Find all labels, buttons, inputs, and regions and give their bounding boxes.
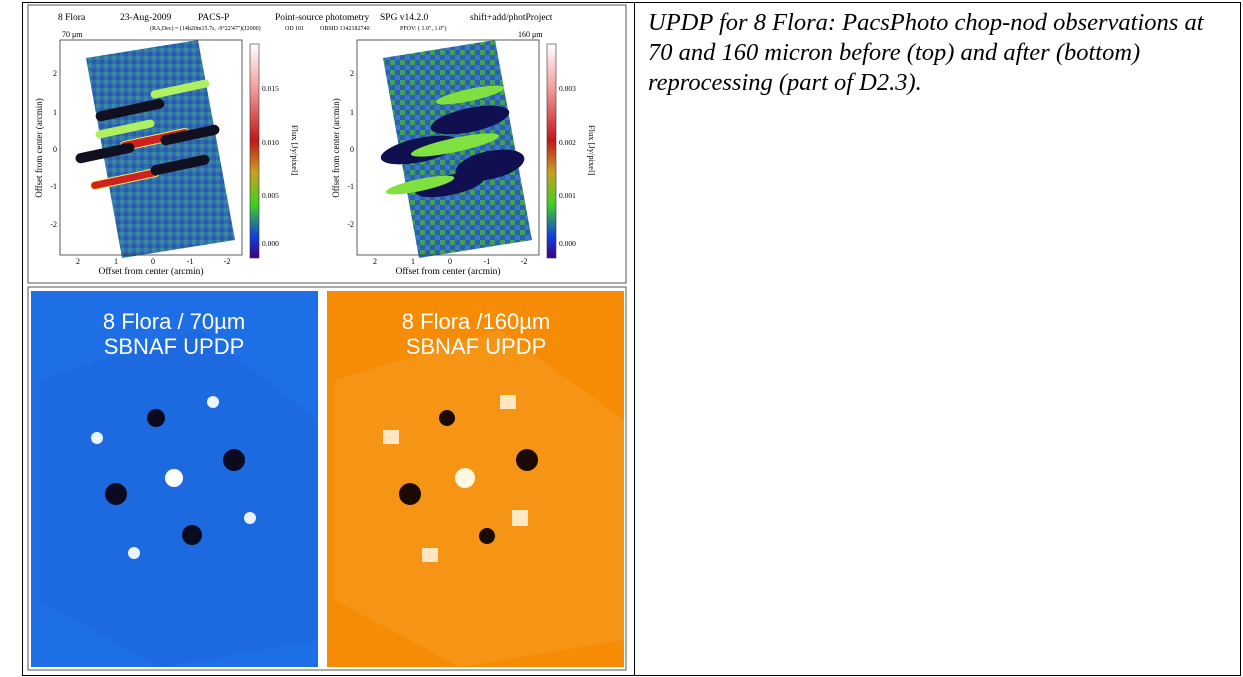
page: {"figure": { "top_panel": { "header": ["…	[0, 0, 1243, 677]
colorbar	[547, 44, 556, 258]
colorbar-tick-label: 0.015	[262, 84, 279, 93]
y-tick-label: -2	[50, 220, 57, 229]
colorbar-tick-label: 0.001	[559, 191, 576, 200]
colorbar-tick-label: 0.010	[262, 138, 279, 147]
y-tick-label: 2	[350, 69, 354, 78]
y-tick-label: 0	[350, 145, 354, 154]
colorbar-tick-label: 0.002	[559, 138, 576, 147]
y-axis-label: Offset from center (arcmin)	[331, 98, 341, 198]
y-axis-label: Offset from center (arcmin)	[34, 98, 44, 198]
colorbar-label: Flux [Jy/pixel]	[587, 125, 597, 175]
colorbar-tick-label: 0.003	[559, 84, 576, 93]
y-tick-label: -1	[347, 182, 354, 191]
colorbar-tick-label: 0.005	[262, 191, 279, 200]
image-title: 8 Flora /160µm	[402, 309, 550, 334]
x-tick-label: 0	[448, 257, 452, 266]
y-tick-label: -1	[50, 182, 57, 191]
y-tick-label: 1	[53, 108, 57, 117]
plot-subheader: OBSID 1342182740	[320, 26, 370, 32]
x-tick-label: 2	[76, 257, 80, 266]
plot-header: SPG v14.2.0	[380, 13, 429, 23]
x-tick-label: 2	[373, 257, 377, 266]
image-title: 8 Flora / 70µm	[103, 309, 245, 334]
x-tick-label: -2	[521, 257, 528, 266]
figure: 8 Flora 23-Aug-2009 PACS-P Point-source pho…	[0, 0, 634, 677]
x-tick-label: 0	[151, 257, 155, 266]
x-tick-label: -1	[187, 257, 194, 266]
caption: UPDP for 8 Flora: PacsPhoto chop-nod obs…	[648, 8, 1228, 98]
y-tick-label: 0	[53, 145, 57, 154]
cell-divider	[634, 2, 635, 676]
colorbar-label: Flux [Jy/pixel]	[290, 125, 300, 175]
x-tick-label: -2	[224, 257, 231, 266]
y-tick-label: 1	[350, 108, 354, 117]
plot-header: 23-Aug-2009	[120, 13, 171, 23]
image-subtitle: SBNAF UPDP	[406, 334, 547, 359]
image-subtitle: SBNAF UPDP	[104, 334, 245, 359]
plot-header: shift+add/photProject	[470, 12, 553, 23]
colorbar-tick-label: 0.000	[559, 239, 576, 248]
y-tick-label: 2	[53, 69, 57, 78]
document: 8 Flora 23-Aug-2009 PACS-P Point-source pho…	[0, 0, 1243, 677]
plot-header: Point-source photometry	[275, 13, 369, 23]
plot-header: PACS-P	[198, 13, 229, 23]
y-tick-label: -2	[347, 220, 354, 229]
colorbar	[250, 44, 259, 258]
plot-subheader: PFOV: ( 1.0", 1.0")	[400, 25, 446, 32]
x-tick-label: -1	[484, 257, 491, 266]
x-tick-label: 1	[114, 257, 118, 266]
plot-subheader: (RA,Dec) = (14h20m15.7s, -9°22'47")(J200…	[150, 25, 261, 32]
x-axis-label: Offset from center (arcmin)	[98, 266, 203, 277]
plot-header: 8 Flora	[58, 13, 86, 23]
band-label: 70 μm	[62, 30, 83, 39]
x-axis-label: Offset from center (arcmin)	[395, 266, 500, 277]
band-label: 160 μm	[518, 30, 543, 39]
colorbar-tick-label: 0.000	[262, 239, 279, 248]
x-tick-label: 1	[411, 257, 415, 266]
plot-subheader: OD 101	[285, 26, 304, 32]
